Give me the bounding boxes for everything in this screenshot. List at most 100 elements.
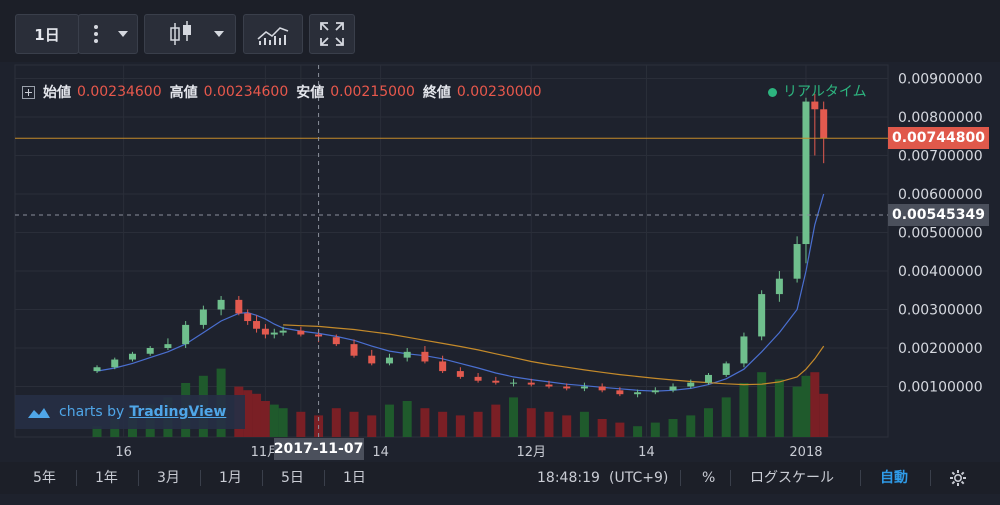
watermark-brand-link[interactable]: TradingView	[129, 404, 227, 420]
volume-bar	[260, 401, 270, 437]
range-1m-button[interactable]: 1月	[219, 470, 242, 486]
divider	[680, 470, 681, 486]
volume-bar	[269, 404, 279, 437]
volume-bar	[367, 415, 377, 437]
range-3m-button[interactable]: 3月	[157, 470, 180, 486]
volume-bar	[801, 375, 811, 437]
close-label: 終値	[422, 85, 451, 101]
realtime-indicator: リアルタイム	[768, 81, 867, 101]
clock-time: 18:48:19	[537, 470, 600, 486]
clock-timezone[interactable]: (UTC+9)	[609, 470, 669, 486]
candles	[93, 93, 828, 398]
indicators-icon	[257, 27, 289, 45]
divider	[262, 470, 263, 486]
candle-body	[182, 324, 190, 345]
candle-body	[616, 390, 624, 395]
volume-bar	[349, 411, 359, 437]
y-tick-label: 0.00900000	[898, 71, 983, 87]
volume-bar	[243, 390, 253, 437]
chart-type-button[interactable]	[144, 14, 236, 54]
volume-bar	[650, 422, 660, 437]
low-label: 安値	[296, 85, 325, 101]
volume-bar	[92, 426, 102, 437]
bottom-toolbar: 5年 1年 3月 1月 5日 1日 18:48:19 (UTC+9) % ログス…	[0, 462, 1000, 494]
legend-toggle-icon[interactable]	[22, 85, 35, 99]
volume-bar	[278, 408, 288, 437]
price-chart[interactable]: 0.00100000 0.00200000 0.00300000 0.00400000…	[0, 0, 1000, 462]
realtime-label: リアルタイム	[783, 84, 867, 100]
volume-bar	[509, 397, 519, 437]
candle-body	[199, 309, 207, 325]
interval-menu-button[interactable]	[78, 14, 138, 54]
log-scale-toggle[interactable]: ログスケール	[750, 470, 834, 486]
open-label: 始値	[43, 85, 71, 101]
candle-body	[421, 351, 429, 362]
candles-icon	[170, 21, 224, 45]
settings-gear-icon[interactable]	[949, 469, 967, 487]
open-value: 0.00234600	[77, 84, 162, 100]
x-tick-label: 16	[115, 445, 132, 460]
y-tick-label: 0.00300000	[898, 302, 983, 318]
range-1d-button[interactable]: 1日	[343, 470, 366, 486]
volume-bar	[455, 415, 465, 437]
interval-button[interactable]: 1日	[15, 14, 79, 54]
x-tick-label: 14	[372, 445, 389, 460]
candle-body	[740, 336, 748, 364]
divider	[324, 470, 325, 486]
fullscreen-button[interactable]	[309, 14, 355, 54]
volume-bar	[703, 408, 713, 437]
fullscreen-icon	[320, 22, 344, 46]
candle-body	[492, 380, 500, 383]
ma-short-line	[96, 193, 825, 392]
candle-body	[146, 347, 154, 354]
candle-body	[802, 101, 810, 245]
plot-border	[14, 64, 889, 438]
candle-body	[279, 330, 287, 333]
volume-bar	[526, 408, 536, 437]
divider	[200, 470, 201, 486]
candle-body	[758, 294, 766, 337]
range-1y-button[interactable]: 1年	[95, 470, 118, 486]
range-5d-button[interactable]: 5日	[281, 470, 304, 486]
candle-body	[510, 382, 518, 384]
divider	[860, 470, 861, 486]
volume-bar	[819, 393, 829, 437]
top-toolbar: 1日	[0, 0, 1000, 62]
more-and-dropdown-icon	[94, 25, 128, 43]
candle-body	[820, 109, 828, 139]
volume-bar	[491, 404, 501, 437]
interval-label: 1日	[34, 25, 60, 44]
divider	[930, 470, 931, 486]
divider	[730, 470, 731, 486]
volume-bar	[296, 411, 306, 437]
tradingview-watermark[interactable]: charts by TradingView	[15, 395, 245, 429]
candle-body	[456, 371, 464, 377]
range-5y-button[interactable]: 5年	[33, 470, 56, 486]
auto-scale-toggle[interactable]: 自動	[880, 470, 908, 486]
axes: 0.00100000 0.00200000 0.00300000 0.00400000…	[115, 71, 982, 460]
candle-body	[261, 328, 269, 335]
candle-body	[669, 386, 677, 391]
candle-body	[811, 101, 819, 110]
candle-body	[439, 361, 447, 372]
ma-long-line	[283, 324, 825, 386]
x-tick-label: 2018	[789, 445, 822, 460]
volume-bar	[597, 419, 607, 437]
candle-body	[385, 357, 393, 364]
candle-body	[775, 278, 783, 295]
volume-bar	[633, 426, 643, 437]
volume-bar	[774, 379, 784, 437]
candle-body	[580, 386, 588, 389]
candle-body	[164, 344, 172, 348]
low-value: 0.00215000	[330, 84, 415, 100]
candle-body	[704, 374, 712, 383]
percent-toggle[interactable]: %	[702, 470, 716, 486]
candle-body	[93, 367, 101, 372]
indicators-button[interactable]	[243, 14, 303, 54]
candle-body	[598, 386, 606, 391]
volume-bar	[757, 372, 767, 437]
volume-bar	[615, 422, 625, 437]
x-tick-label: 12月	[516, 445, 546, 460]
candle-body	[128, 353, 136, 360]
